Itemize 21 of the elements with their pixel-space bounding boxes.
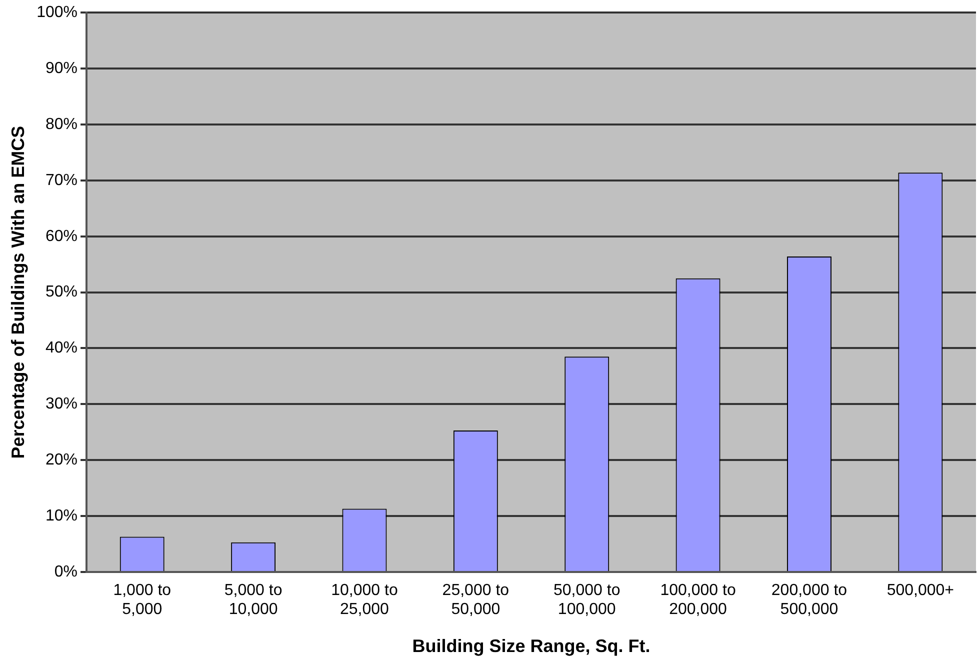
x-tick-label: 1,000 to 5,000 bbox=[113, 582, 172, 618]
x-tick-label: 5,000 to 10,000 bbox=[224, 582, 282, 618]
y-tick-label: 0% bbox=[54, 563, 78, 580]
y-tick-label: 50% bbox=[45, 284, 78, 301]
y-tick-label: 20% bbox=[45, 452, 78, 469]
y-axis-title: Percentage of Buildings With an EMCS bbox=[8, 126, 28, 459]
y-tick-label: 90% bbox=[45, 60, 78, 77]
y-tick-label: 10% bbox=[45, 507, 78, 524]
x-tick-label: 25,000 to 50,000 bbox=[442, 582, 510, 618]
y-tick-label: 40% bbox=[45, 340, 78, 357]
y-tick-label: 30% bbox=[45, 396, 78, 413]
x-tick-label: 500,000+ bbox=[886, 582, 954, 600]
y-tick-label: 60% bbox=[45, 228, 78, 245]
x-tick-label: 100,000 to 200,000 bbox=[660, 582, 736, 618]
x-tick-label: 200,000 to 500,000 bbox=[771, 582, 848, 618]
y-tick-label: 70% bbox=[45, 172, 78, 189]
x-tick-label: 10,000 to 25,000 bbox=[331, 582, 398, 618]
x-axis-title: Building Size Range, Sq. Ft. bbox=[412, 636, 650, 656]
y-tick-label: 100% bbox=[36, 4, 78, 22]
y-tick-label: 80% bbox=[45, 116, 78, 133]
x-tick-label: 50,000 to 100,000 bbox=[553, 582, 620, 618]
